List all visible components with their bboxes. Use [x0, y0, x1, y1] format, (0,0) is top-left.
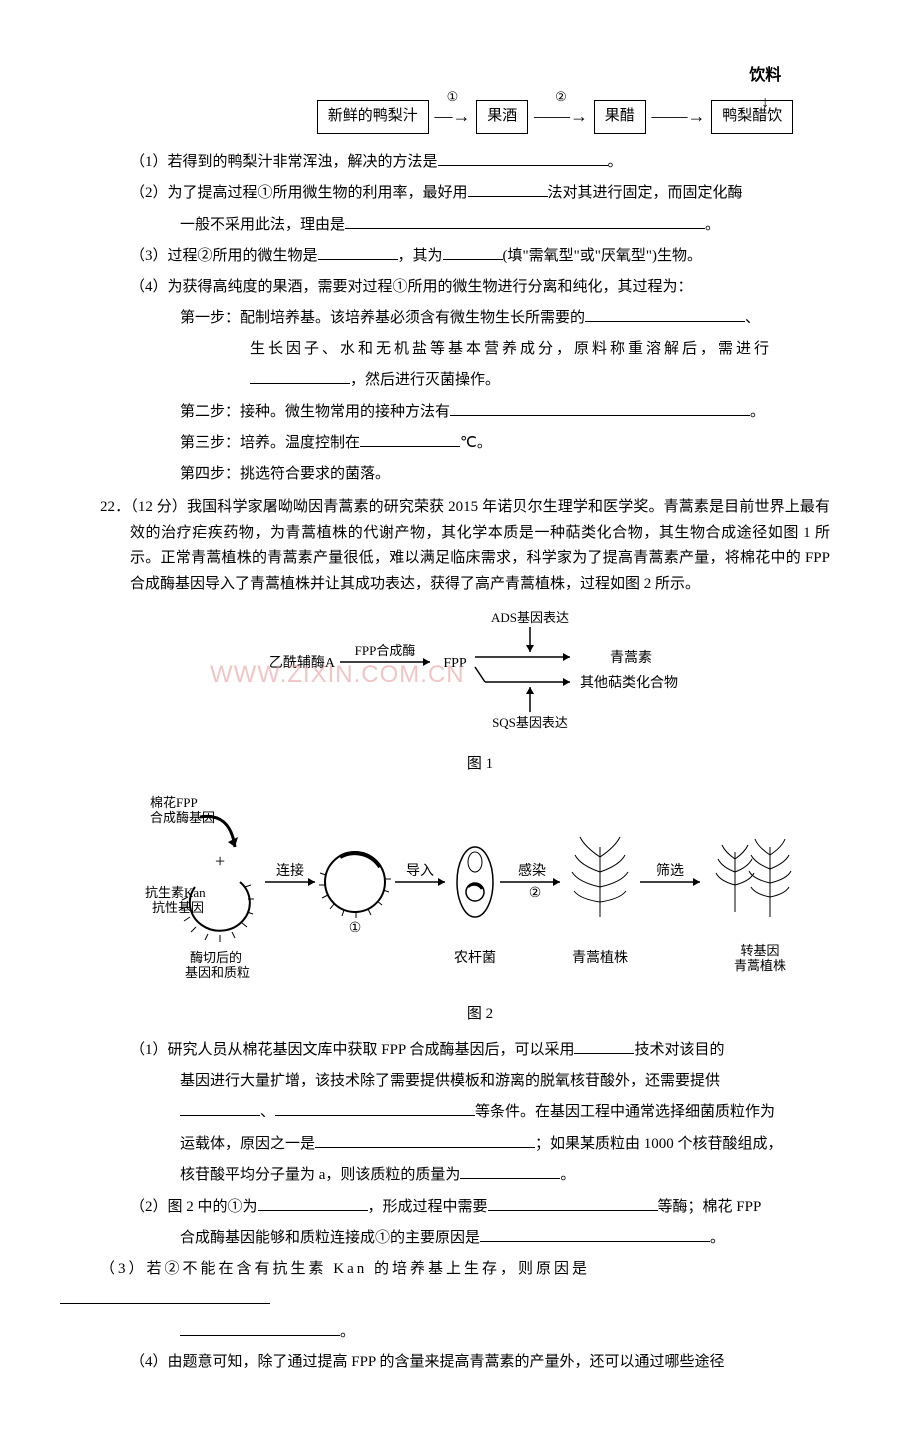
figure-1: 乙酰辅酶A FPP合成酶 FPP 青蒿素 ADS基因表达 其他萜类化合物 SQS… — [130, 607, 830, 777]
arrow-1: ① —→ — [434, 101, 470, 132]
sub-question-3c: 。 — [130, 1319, 830, 1346]
plus-sign: + — [215, 851, 225, 871]
svg-text:酶切后的: 酶切后的 — [190, 950, 242, 965]
flow-box-1: 新鲜的鸭梨汁 — [317, 100, 429, 134]
blank — [180, 1319, 340, 1336]
sub-question-2b: 合成酶基因能够和质粒连接成①的主要原因是。 — [130, 1225, 830, 1252]
blank — [345, 212, 705, 229]
sub-question-1e: 核苷酸平均分子量为 a，则该质粒的质量为。 — [130, 1162, 830, 1189]
blank — [275, 1099, 475, 1116]
blank — [468, 180, 548, 197]
question-4-intro: （4）为获得高纯度的果酒，需要对过程①所用的微生物进行分离和纯化，其过程为： — [130, 275, 830, 301]
question-4-step2: 第二步：接种。微生物常用的接种方法有。 — [130, 399, 830, 426]
sub-question-1: （1）研究人员从棉花基因文库中获取 FPP 合成酶基因后，可以采用技术对该目的 — [130, 1037, 830, 1064]
blank — [488, 1194, 658, 1211]
sub-question-2: （2）图 2 中的①为，形成过程中需要等酶；棉花 FPP — [130, 1194, 830, 1221]
screen-label: 筛选 — [656, 863, 684, 879]
qinghao-label: 青蒿植株 — [572, 950, 628, 966]
other-terpene-label: 其他萜类化合物 — [580, 675, 678, 691]
artemisinin-label: 青蒿素 — [610, 650, 652, 666]
gene-engineering-svg: 棉花FPP 合成酶基因 + 抗生素Kan 抗性基因 酶切后的 基因和质粒 连接 — [140, 787, 820, 987]
flowchart-diagram: 饮料 ↓ 新鲜的鸭梨汁 ① —→ 果酒 ② ——→ 果醋 ——→ 鸭梨醋饮 — [280, 100, 830, 134]
blank — [460, 1162, 560, 1179]
beverage-label: 饮料 — [749, 62, 781, 89]
blank — [258, 1194, 368, 1211]
sqs-label: SQS基因表达 — [492, 715, 568, 730]
svg-text:转基因: 转基因 — [740, 943, 779, 958]
circle-2-label: ② — [529, 886, 542, 901]
svg-text:抗生素Kan: 抗生素Kan — [145, 885, 206, 900]
acetyl-coa-label: 乙酰辅酶A — [269, 655, 336, 671]
ligate-label: 连接 — [276, 862, 304, 879]
question-4-step4: 第四步：挑选符合要求的菌落。 — [130, 462, 830, 488]
sub-question-4: （4）由题意可知，除了通过提高 FPP 的含量来提高青蒿素的产量外，还可以通过哪… — [130, 1350, 830, 1376]
plant-icon — [572, 837, 628, 917]
infect-label: 感染 — [518, 862, 546, 879]
sub-question-3b — [60, 1287, 830, 1314]
sub-question-1c: 、等条件。在基因工程中通常选择细菌质粒作为 — [130, 1099, 830, 1126]
svg-text:基因和质粒: 基因和质粒 — [185, 965, 250, 980]
question-3: （3）过程②所用的微生物是，其为(填"需氧型"或"厌氧型")生物。 — [130, 243, 830, 270]
down-arrow-icon: ↓ — [749, 89, 781, 116]
figure-2-caption: 图 2 — [130, 1002, 830, 1028]
blank — [315, 1131, 535, 1148]
question-1: （1）若得到的鸭梨汁非常浑浊，解决的方法是。 — [130, 149, 830, 176]
agro-label: 农杆菌 — [454, 950, 496, 966]
question-4-step1c: 生长因子、水和无机盐等基本营养成分，原料称重溶解后，需进行 — [130, 337, 830, 363]
transgenic-plant-icon — [716, 839, 791, 917]
pathway-svg: 乙酰辅酶A FPP合成酶 FPP 青蒿素 ADS基因表达 其他萜类化合物 SQS… — [240, 607, 720, 737]
arrow-2: ② ——→ — [534, 101, 588, 132]
flow-box-3: 果醋 — [594, 100, 646, 134]
svg-text:青蒿植株: 青蒿植株 — [734, 958, 786, 973]
blank — [250, 367, 350, 384]
svg-text:合成酶基因: 合成酶基因 — [150, 810, 215, 825]
sub-question-1d: 运载体，原因之一是；如果某质粒由 1000 个核苷酸组成， — [130, 1131, 830, 1158]
question-4-step3: 第三步：培养。温度控制在℃。 — [130, 430, 830, 457]
arrow-3: ——→ — [652, 101, 706, 132]
circle-1-label: ① — [349, 921, 362, 936]
blank — [480, 1225, 710, 1242]
introduce-label: 导入 — [406, 864, 434, 879]
svg-text:棉花FPP: 棉花FPP — [150, 795, 198, 810]
ads-label: ADS基因表达 — [491, 610, 569, 625]
blank — [60, 1287, 270, 1304]
fpp-label: FPP — [443, 656, 467, 671]
fpp-synthase-label: FPP合成酶 — [355, 643, 416, 658]
blank — [443, 243, 503, 260]
blank — [450, 399, 750, 416]
question-2: （2）为了提高过程①所用微生物的利用率，最好用法对其进行固定，而固定化酶 — [130, 180, 830, 207]
question-22: 22．（12 分）我国科学家屠呦呦因青蒿素的研究荣获 2015 年诺贝尔生理学和… — [100, 495, 830, 597]
blank — [585, 305, 745, 322]
flow-box-2: 果酒 — [476, 100, 528, 134]
blank — [180, 1099, 260, 1116]
svg-text:抗性基因: 抗性基因 — [152, 900, 204, 915]
blank — [438, 149, 608, 166]
question-4-step1: 第一步：配制培养基。该培养基必须含有微生物生长所需要的、 — [130, 305, 830, 332]
figure-2: 棉花FPP 合成酶基因 + 抗生素Kan 抗性基因 酶切后的 基因和质粒 连接 — [130, 787, 830, 1027]
question-2-cont: 一般不采用此法，理由是。 — [130, 212, 830, 239]
question-4-step1d: ，然后进行灭菌操作。 — [130, 367, 830, 394]
blank — [574, 1037, 634, 1054]
blank — [360, 430, 460, 447]
figure-1-caption: 图 1 — [130, 752, 830, 778]
sub-question-3: （3）若②不能在含有抗生素 Kan 的培养基上生存，则原因是 — [100, 1257, 830, 1283]
blank — [318, 243, 398, 260]
sub-question-1b: 基因进行大量扩增，该技术除了需要提供模板和游离的脱氧核苷酸外，还需要提供 — [130, 1069, 830, 1095]
